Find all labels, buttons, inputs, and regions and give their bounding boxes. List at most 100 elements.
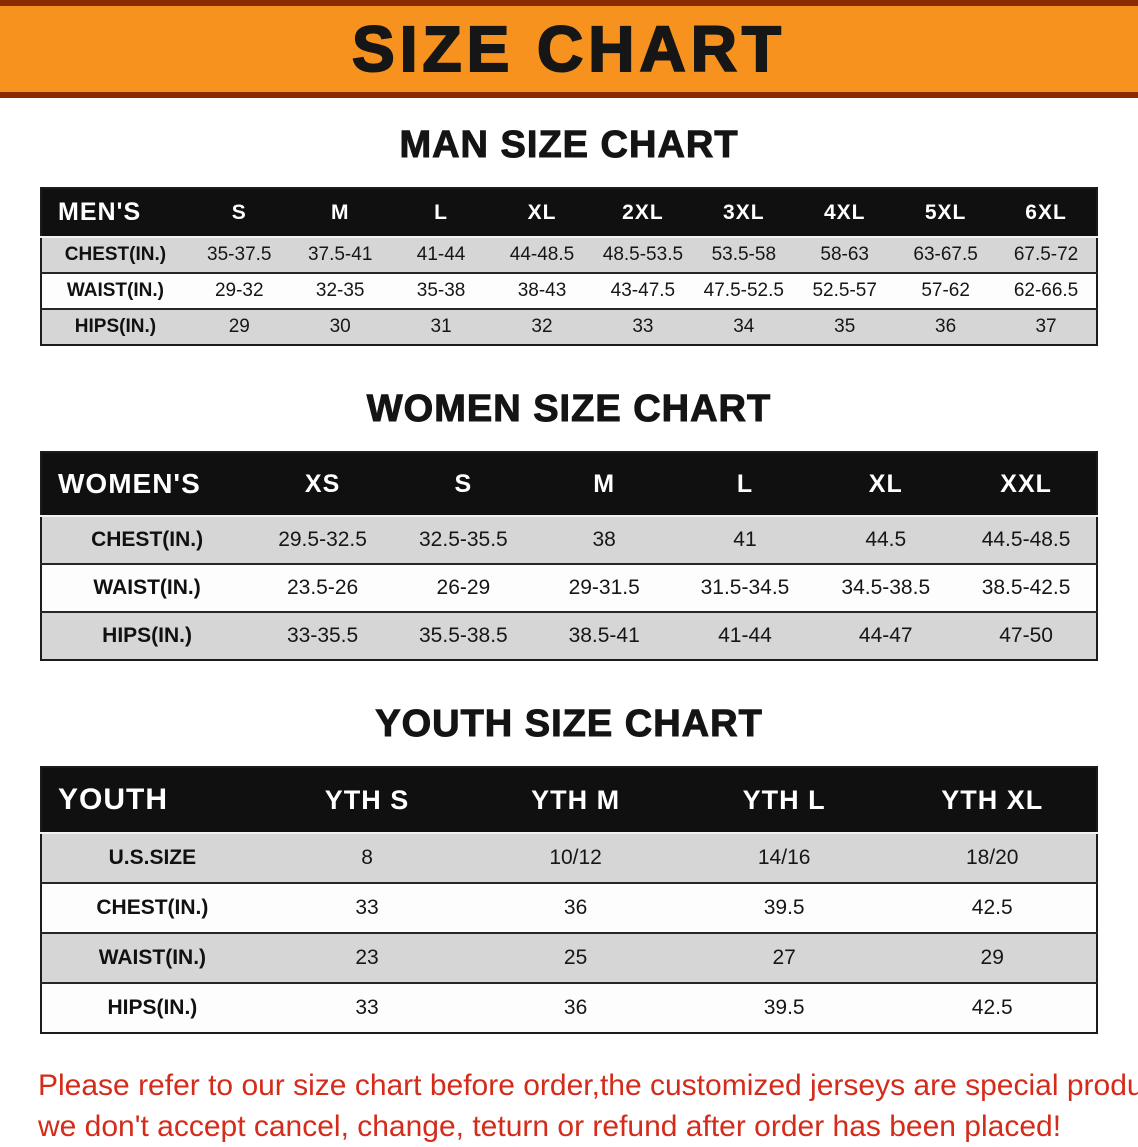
size-value-cell: 35 (794, 309, 895, 345)
size-column-header: S (393, 452, 534, 516)
size-value-cell: 29-32 (189, 273, 290, 309)
size-value-cell: 8 (263, 833, 472, 883)
size-column-header: YTH M (471, 767, 680, 833)
size-value-cell: 42.5 (888, 983, 1097, 1033)
size-value-cell: 35-38 (391, 273, 492, 309)
size-value-cell: 36 (471, 983, 680, 1033)
size-value-cell: 41 (675, 516, 816, 564)
size-value-cell: 47.5-52.5 (693, 273, 794, 309)
size-value-cell: 62-66.5 (996, 273, 1097, 309)
size-value-cell: 23.5-26 (252, 564, 393, 612)
size-value-cell: 41-44 (391, 237, 492, 273)
size-value-cell: 39.5 (680, 883, 889, 933)
size-value-cell: 29-31.5 (534, 564, 675, 612)
size-column-header: XL (815, 452, 956, 516)
size-column-header: 6XL (996, 188, 1097, 237)
row-label: HIPS(IN.) (41, 309, 189, 345)
size-value-cell: 37 (996, 309, 1097, 345)
size-column-header: 4XL (794, 188, 895, 237)
size-value-cell: 48.5-53.5 (592, 237, 693, 273)
size-value-cell: 32 (492, 309, 593, 345)
size-value-cell: 35-37.5 (189, 237, 290, 273)
disclaimer-line-2: we don't accept cancel, change, teturn o… (38, 1107, 1100, 1147)
size-value-cell: 38-43 (492, 273, 593, 309)
size-value-cell: 34.5-38.5 (815, 564, 956, 612)
size-column-header: YTH L (680, 767, 889, 833)
size-value-cell: 37.5-41 (290, 237, 391, 273)
size-value-cell: 52.5-57 (794, 273, 895, 309)
row-label: WAIST(IN.) (41, 933, 263, 983)
size-value-cell: 38.5-42.5 (956, 564, 1097, 612)
size-value-cell: 44.5-48.5 (956, 516, 1097, 564)
size-column-header: L (675, 452, 816, 516)
women-size-chart-heading: WOMEN SIZE CHART (0, 388, 1138, 431)
size-value-cell: 30 (290, 309, 391, 345)
size-column-header: XL (492, 188, 593, 237)
size-value-cell: 41-44 (675, 612, 816, 660)
size-value-cell: 43-47.5 (592, 273, 693, 309)
size-value-cell: 29.5-32.5 (252, 516, 393, 564)
size-value-cell: 18/20 (888, 833, 1097, 883)
size-value-cell: 27 (680, 933, 889, 983)
size-value-cell: 63-67.5 (895, 237, 996, 273)
size-value-cell: 31.5-34.5 (675, 564, 816, 612)
size-value-cell: 29 (189, 309, 290, 345)
size-value-cell: 35.5-38.5 (393, 612, 534, 660)
row-label: WAIST(IN.) (41, 273, 189, 309)
size-value-cell: 38.5-41 (534, 612, 675, 660)
size-value-cell: 44-48.5 (492, 237, 593, 273)
size-value-cell: 10/12 (471, 833, 680, 883)
size-column-header: XS (252, 452, 393, 516)
size-value-cell: 31 (391, 309, 492, 345)
size-column-header: XXL (956, 452, 1097, 516)
size-column-header: 3XL (693, 188, 794, 237)
size-value-cell: 44-47 (815, 612, 956, 660)
size-value-cell: 57-62 (895, 273, 996, 309)
size-value-cell: 39.5 (680, 983, 889, 1033)
row-label: U.S.SIZE (41, 833, 263, 883)
size-column-header: 5XL (895, 188, 996, 237)
size-value-cell: 14/16 (680, 833, 889, 883)
size-value-cell: 25 (471, 933, 680, 983)
size-column-header: 2XL (592, 188, 693, 237)
size-column-header: S (189, 188, 290, 237)
page-title: SIZE CHART (352, 17, 786, 81)
size-value-cell: 38 (534, 516, 675, 564)
size-value-cell: 42.5 (888, 883, 1097, 933)
table-title-cell: WOMEN'S (41, 452, 252, 516)
size-value-cell: 26-29 (393, 564, 534, 612)
row-label: CHEST(IN.) (41, 516, 252, 564)
size-value-cell: 33 (263, 983, 472, 1033)
row-label: CHEST(IN.) (41, 237, 189, 273)
size-value-cell: 32-35 (290, 273, 391, 309)
size-value-cell: 53.5-58 (693, 237, 794, 273)
size-value-cell: 33-35.5 (252, 612, 393, 660)
size-value-cell: 29 (888, 933, 1097, 983)
table-title-cell: MEN'S (41, 188, 189, 237)
man-size-chart-heading: MAN SIZE CHART (0, 124, 1138, 167)
size-value-cell: 34 (693, 309, 794, 345)
size-column-header: YTH S (263, 767, 472, 833)
size-value-cell: 23 (263, 933, 472, 983)
disclaimer-line-1: Please refer to our size chart before or… (38, 1066, 1100, 1107)
disclaimer: Please refer to our size chart before or… (38, 1066, 1100, 1147)
table-title-cell: YOUTH (41, 767, 263, 833)
